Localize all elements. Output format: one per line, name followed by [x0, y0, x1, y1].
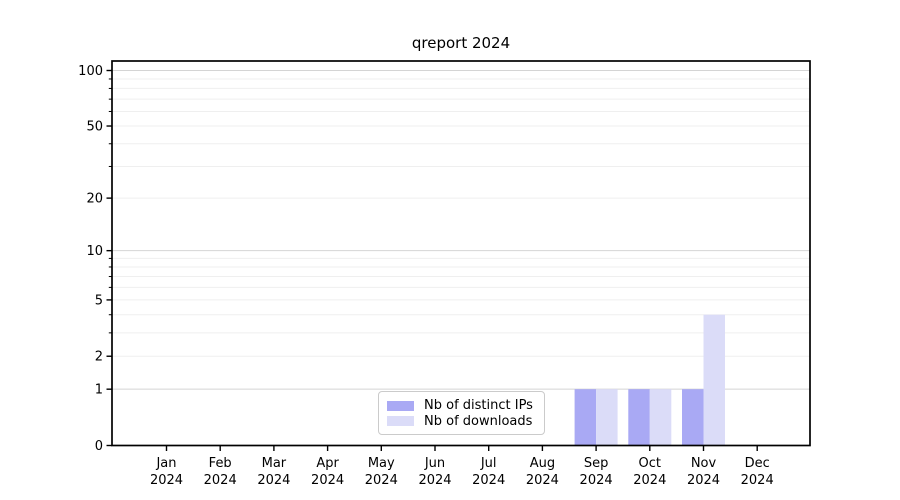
legend-swatch-distinct-ips: [387, 400, 414, 411]
bar-distinct-ips-oct: [628, 389, 650, 446]
legend-swatch-downloads: [387, 416, 414, 427]
bar-distinct-ips-sep: [574, 389, 597, 446]
bar-downloads-nov: [703, 314, 725, 446]
legend: Nb of distinct IPs Nb of downloads: [378, 391, 545, 435]
bar-downloads-oct: [649, 389, 672, 446]
x-tick-label: Aug 2024: [526, 456, 559, 488]
x-tick-label: Jan 2024: [150, 456, 183, 488]
legend-label-downloads: Nb of downloads: [424, 413, 533, 429]
legend-item-distinct-ips: Nb of distinct IPs: [387, 398, 536, 414]
legend-label-distinct-ips: Nb of distinct IPs: [424, 398, 533, 414]
chart-title: qreport 2024: [411, 34, 511, 52]
y-tick-label: 20: [86, 192, 103, 207]
x-tick-label: Dec 2024: [741, 456, 774, 488]
x-tick-label: Mar 2024: [257, 456, 290, 488]
x-tick-label: May 2024: [365, 456, 398, 488]
x-tick-label: Apr 2024: [311, 456, 344, 488]
plot-border: [111, 60, 811, 447]
bar-distinct-ips-nov: [682, 389, 704, 446]
bar-downloads-sep: [596, 389, 618, 446]
x-tick-label: Jun 2024: [418, 456, 451, 488]
y-tick-label: 0: [95, 439, 103, 454]
y-tick-label: 1: [95, 383, 103, 398]
y-tick-label: 50: [86, 120, 103, 135]
y-tick-label: 100: [78, 64, 103, 79]
x-tick-label: Feb 2024: [204, 456, 237, 488]
legend-item-downloads: Nb of downloads: [387, 414, 536, 430]
x-tick-label: Nov 2024: [687, 456, 720, 488]
x-tick-label: Oct 2024: [633, 456, 666, 488]
x-tick-label: Sep 2024: [580, 456, 613, 488]
x-tick-label: Jul 2024: [472, 456, 505, 488]
y-tick-label: 5: [95, 293, 103, 308]
y-tick-label: 10: [86, 244, 103, 259]
y-tick-label: 2: [95, 350, 103, 365]
